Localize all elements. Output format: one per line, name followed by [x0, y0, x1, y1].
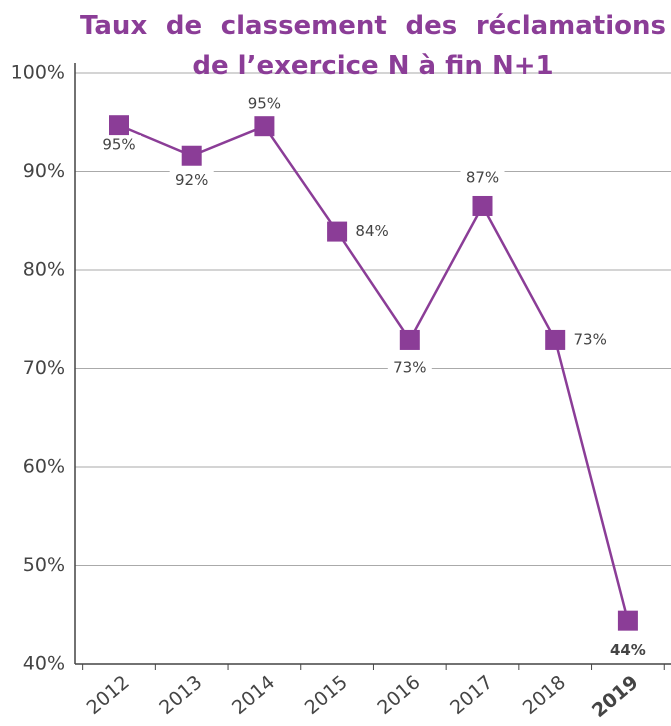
data-label-group: 95%: [97, 135, 141, 156]
data-point: [327, 221, 348, 242]
data-label-group: 73%: [568, 329, 613, 350]
x-tick-label: 2012: [83, 671, 134, 719]
x-tick-label: 2017: [446, 671, 497, 719]
data-label: 73%: [574, 330, 607, 348]
data-point: [472, 195, 493, 216]
data-label-bg: [350, 221, 395, 242]
data-point: [399, 329, 420, 350]
data-point: [617, 610, 638, 631]
data-point: [181, 145, 202, 166]
data-label-bg: [568, 329, 613, 350]
data-label-group: 44%: [605, 640, 650, 661]
series-line: [118, 124, 630, 621]
data-label: 44%: [610, 641, 646, 659]
y-tick-label: 50%: [23, 554, 65, 576]
data-label: 95%: [102, 136, 135, 154]
chart-title: Taux de classement des réclamations de l…: [80, 11, 666, 81]
data-label-bg: [460, 167, 505, 188]
data-label: 87%: [466, 168, 499, 186]
data-label: 92%: [175, 171, 208, 189]
y-tick-label: 100%: [11, 62, 65, 84]
data-label: 95%: [248, 95, 281, 113]
x-tick-label: 2018: [519, 671, 570, 719]
y-tick-label: 60%: [23, 456, 65, 478]
data-label-group: 84%: [350, 221, 395, 242]
y-tick-label: 40%: [23, 653, 65, 675]
data-label-bg: [605, 640, 650, 661]
data-label-bg: [242, 94, 287, 115]
data-label-bg: [387, 357, 432, 378]
x-tick-label: 2019: [588, 671, 643, 722]
y-tick-label: 90%: [23, 160, 65, 182]
data-label-group: 87%: [460, 167, 505, 188]
x-tick-label: 2015: [301, 671, 352, 719]
x-tick-label: 2016: [373, 671, 424, 719]
x-tick-label: 2014: [228, 671, 279, 719]
data-label-group: 73%: [387, 357, 432, 378]
data-label-bg: [169, 170, 214, 191]
data-point: [254, 116, 275, 137]
data-label: 73%: [393, 358, 426, 376]
data-point: [109, 115, 129, 136]
data-point: [545, 329, 566, 350]
data-label-bg: [97, 135, 141, 156]
data-label: 84%: [355, 222, 388, 240]
data-label-group: 92%: [169, 170, 214, 191]
x-tick-label: 2013: [155, 671, 206, 719]
data-label-group: 95%: [242, 94, 287, 115]
y-tick-label: 80%: [23, 259, 65, 281]
y-tick-label: 70%: [23, 357, 65, 379]
